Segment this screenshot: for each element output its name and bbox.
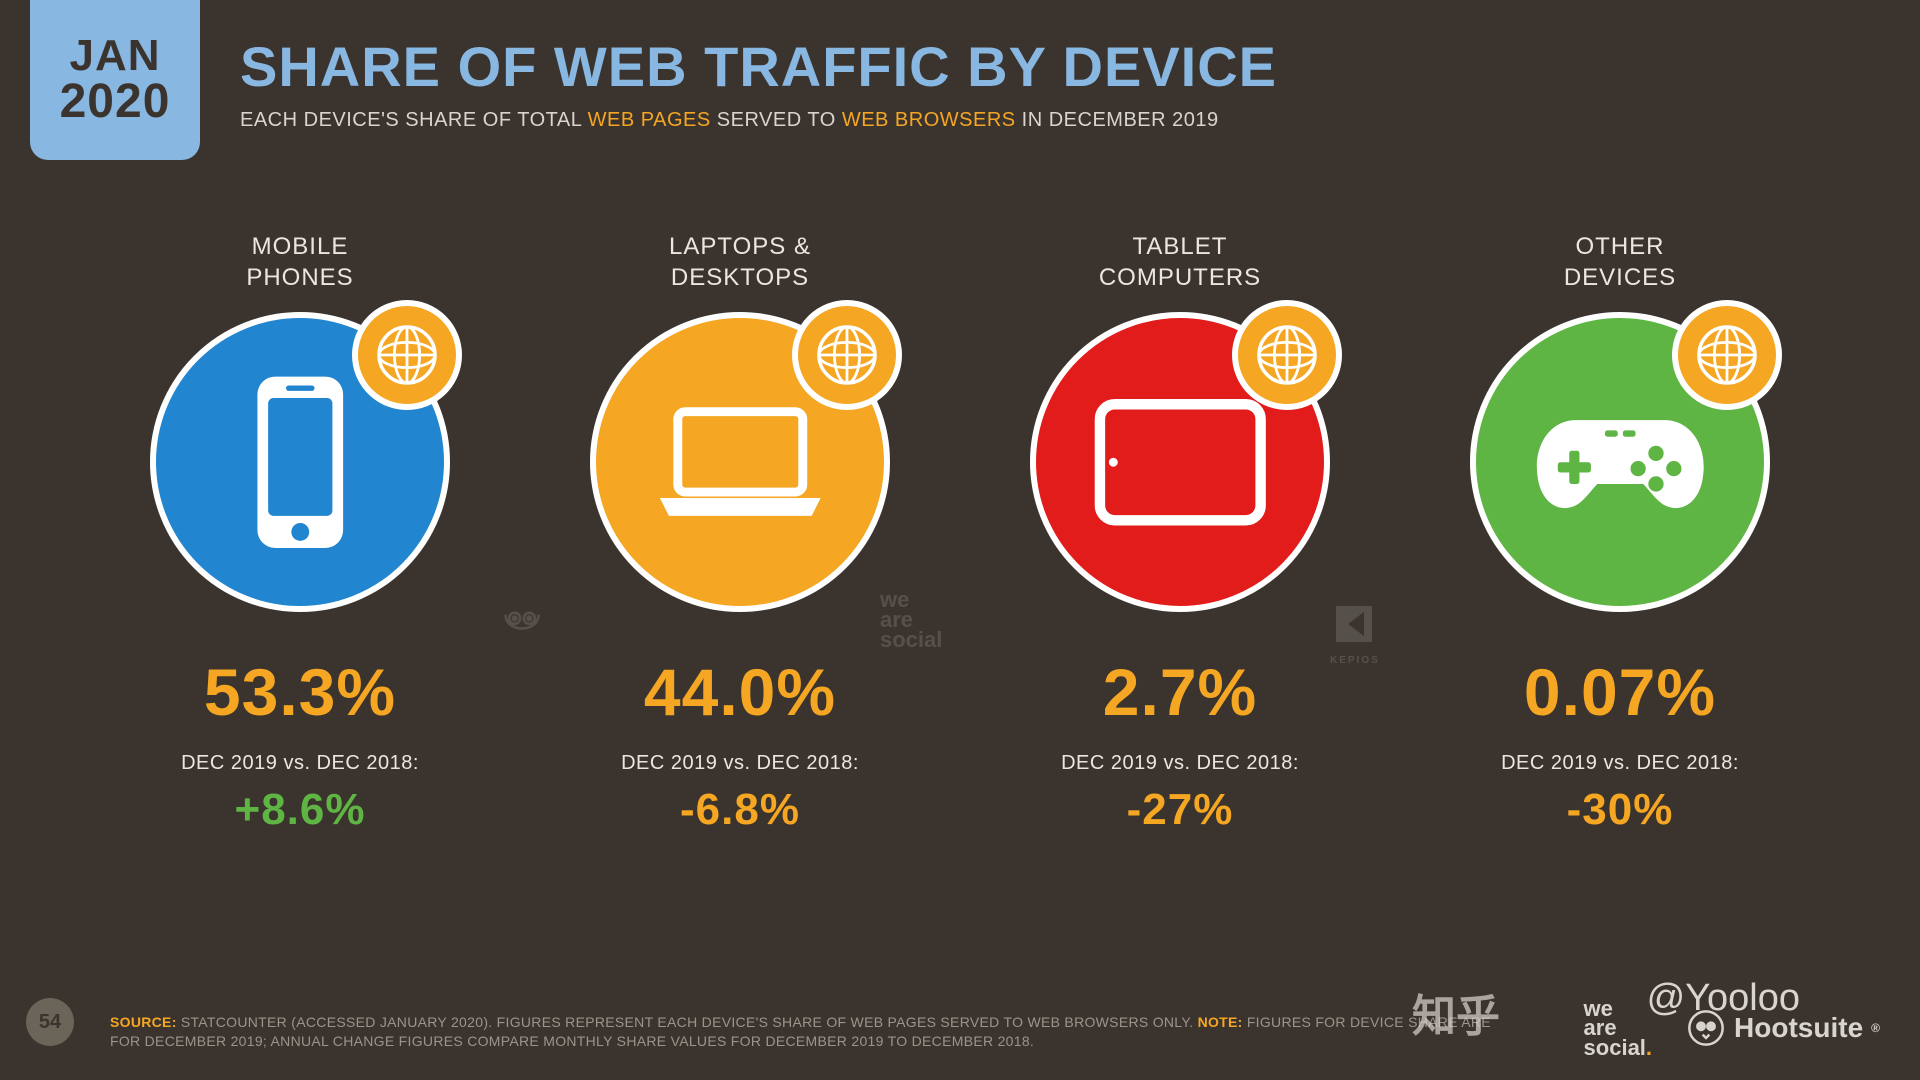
device-card: OTHER DEVICES 0.07% DEC 2019 vs. DEC 201… (1440, 230, 1800, 835)
title-block: SHARE OF WEB TRAFFIC BY DEVICE EACH DEVI… (240, 34, 1860, 132)
date-month: JAN (69, 34, 160, 78)
device-circle (1030, 312, 1330, 612)
globe-badge (792, 300, 902, 410)
globe-badge (1672, 300, 1782, 410)
page-number: 54 (26, 998, 74, 1046)
subtitle-highlight: WEB BROWSERS (842, 109, 1016, 131)
compare-label: DEC 2019 vs. DEC 2018: (181, 752, 419, 775)
subtitle-text: SERVED TO (711, 109, 842, 131)
device-label: LAPTOPS & DESKTOPS (669, 230, 811, 294)
globe-icon (812, 320, 882, 390)
device-circle (1470, 312, 1770, 612)
device-change: -27% (1127, 785, 1234, 835)
date-year: 2020 (60, 78, 171, 126)
footer-source: SOURCE: STATCOUNTER (ACCESSED JANUARY 20… (110, 1013, 1520, 1052)
watermark-owl (500, 600, 544, 649)
subtitle-text: EACH DEVICE'S SHARE OF TOTAL (240, 109, 588, 131)
compare-label: DEC 2019 vs. DEC 2018: (621, 752, 859, 775)
device-card: TABLET COMPUTERS 2.7% DEC 2019 vs. DEC 2… (1000, 230, 1360, 835)
device-change: -30% (1567, 785, 1674, 835)
device-stat: 2.7% (1103, 654, 1257, 730)
subtitle: EACH DEVICE'S SHARE OF TOTAL WEB PAGES S… (240, 109, 1860, 132)
page-title: SHARE OF WEB TRAFFIC BY DEVICE (240, 34, 1860, 99)
device-circle (590, 312, 890, 612)
device-label: OTHER DEVICES (1564, 230, 1676, 294)
subtitle-text: IN DECEMBER 2019 (1016, 109, 1219, 131)
device-card: MOBILE PHONES 53.3% DEC 2019 vs. DEC 201… (120, 230, 480, 835)
source-text: STATCOUNTER (ACCESSED JANUARY 2020). FIG… (177, 1014, 1198, 1030)
globe-badge (1232, 300, 1342, 410)
globe-icon (1692, 320, 1762, 390)
phone-icon (211, 373, 390, 552)
device-change: +8.6% (235, 785, 366, 835)
note-label: NOTE: (1198, 1014, 1243, 1030)
compare-label: DEC 2019 vs. DEC 2018: (1501, 752, 1739, 775)
footer-logos: wearesocial. Hootsuite® (1584, 999, 1880, 1058)
overlay-zhihu: 知乎 (1412, 980, 1500, 1044)
gamepad-icon (1531, 373, 1710, 552)
device-card: LAPTOPS & DESKTOPS 44.0% DEC 2019 vs. DE… (560, 230, 920, 835)
source-label: SOURCE: (110, 1014, 177, 1030)
tablet-icon (1091, 373, 1270, 552)
compare-label: DEC 2019 vs. DEC 2018: (1061, 752, 1299, 775)
watermark-kepios: KEPIOS (1330, 600, 1380, 666)
laptop-icon (651, 373, 830, 552)
hootsuite-label: Hootsuite (1734, 1012, 1863, 1044)
device-stat: 53.3% (204, 654, 396, 730)
device-label: TABLET COMPUTERS (1099, 230, 1261, 294)
we-are-social-logo: wearesocial. (1584, 999, 1653, 1058)
device-stat: 0.07% (1524, 654, 1716, 730)
watermark-wearesocial: wearesocial (880, 590, 942, 649)
device-change: -6.8% (680, 785, 800, 835)
subtitle-highlight: WEB PAGES (588, 109, 711, 131)
device-label: MOBILE PHONES (246, 230, 353, 294)
globe-icon (372, 320, 442, 390)
date-tab: JAN 2020 (30, 0, 200, 160)
hootsuite-logo: Hootsuite® (1686, 1008, 1880, 1048)
device-circle (150, 312, 450, 612)
globe-icon (1252, 320, 1322, 390)
device-cards: MOBILE PHONES 53.3% DEC 2019 vs. DEC 201… (0, 230, 1920, 835)
globe-badge (352, 300, 462, 410)
device-stat: 44.0% (644, 654, 836, 730)
